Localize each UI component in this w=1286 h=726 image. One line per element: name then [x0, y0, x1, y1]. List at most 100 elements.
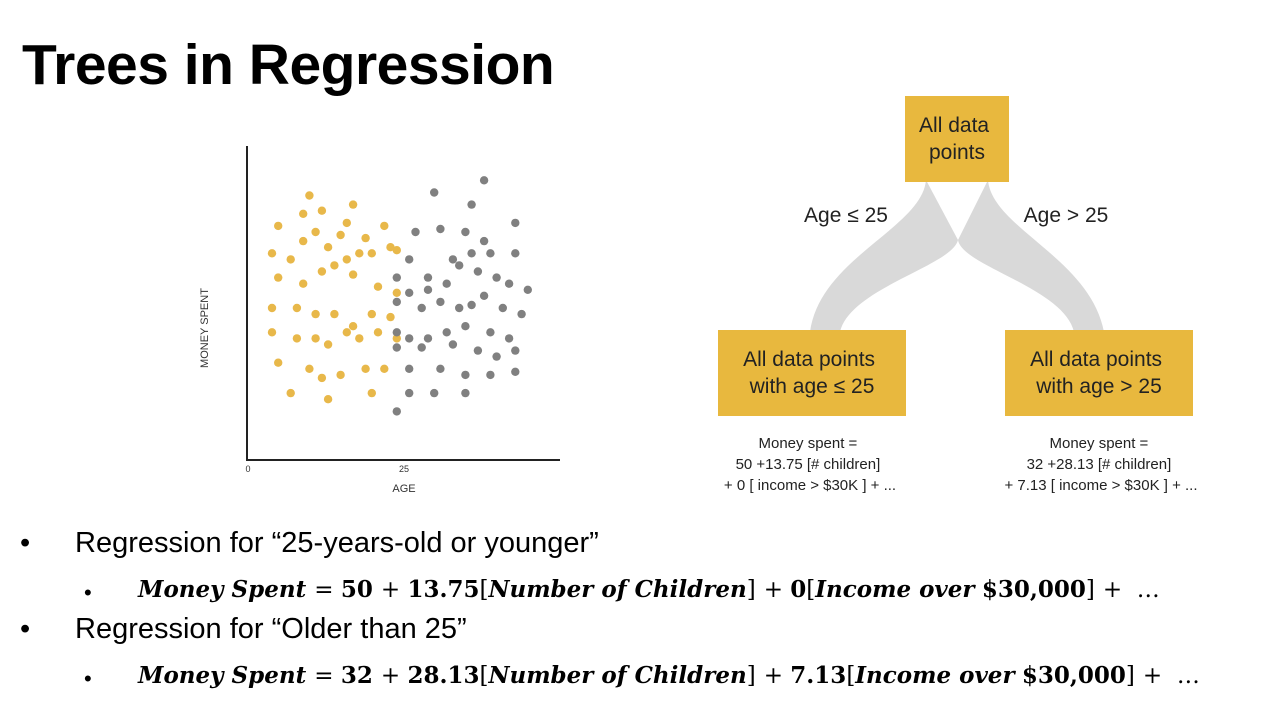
point-older: [430, 388, 439, 398]
svg-text:All data points: All data points: [919, 114, 995, 164]
left-leaf-box: [718, 330, 906, 416]
point-young: [286, 255, 295, 264]
right-formula-line-1: Money spent =: [1050, 435, 1149, 452]
point-older: [392, 407, 401, 416]
point-young: [386, 312, 395, 322]
point-older: [436, 364, 445, 373]
point-older: [461, 227, 470, 237]
eq-amount: $30,000: [1021, 662, 1126, 689]
point-older: [392, 343, 401, 352]
point-older: [486, 370, 495, 380]
point-young: [323, 243, 333, 252]
point-older: [498, 303, 507, 313]
point-older: [517, 309, 526, 319]
point-older: [461, 322, 470, 331]
point-young: [330, 309, 339, 319]
point-young: [317, 373, 327, 383]
point-older: [492, 273, 501, 282]
eq-intercept: 32: [340, 662, 373, 689]
eq-amount: $30,000: [981, 576, 1086, 603]
point-older: [423, 285, 433, 294]
point-older: [430, 188, 439, 197]
right-formula-line-2: 32 +28.13 [# children]: [1027, 456, 1172, 473]
point-older: [455, 303, 464, 313]
point-older: [479, 176, 489, 185]
point-young: [367, 249, 376, 258]
point-young: [311, 227, 320, 237]
point-older: [467, 200, 476, 209]
eq-tail: …: [1176, 663, 1200, 689]
root-node: All data points: [905, 96, 1009, 182]
left-formula-line-3: + 0 [ income > $30K ] + ...: [724, 477, 896, 494]
right-leaf-node: All data points with age > 25: [1005, 330, 1193, 416]
left-leaf-node: All data points with age ≤ 25: [718, 330, 906, 416]
point-older: [473, 267, 483, 276]
eq-var-income: Income over: [855, 662, 1015, 689]
bullet-marker: •: [20, 527, 31, 559]
tree-branches: [810, 180, 1104, 332]
slide-title: Trees in Regression: [22, 33, 555, 97]
point-older: [442, 328, 451, 337]
point-older: [392, 297, 401, 307]
point-young: [355, 249, 364, 258]
point-young: [392, 334, 401, 343]
point-young: [342, 218, 351, 228]
point-older: [479, 291, 489, 300]
point-young: [274, 221, 283, 231]
point-older: [405, 334, 414, 343]
point-older: [448, 255, 458, 264]
x-tick-0: 0: [245, 464, 250, 474]
point-older: [405, 288, 414, 297]
point-older: [467, 249, 476, 258]
point-young: [267, 303, 277, 313]
edge-label-left: Age ≤ 25: [804, 204, 888, 227]
point-young: [311, 309, 320, 319]
point-older: [467, 300, 476, 310]
point-young: [330, 261, 339, 270]
scatter-axes: [246, 146, 560, 461]
eq-var-children: Number of Children: [488, 662, 747, 689]
point-young: [373, 282, 383, 291]
point-young: [373, 328, 383, 337]
right-leaf-box: [1005, 330, 1193, 416]
left-leaf-line-2: with age ≤ 25: [749, 375, 875, 398]
x-tick-25: 25: [399, 464, 409, 474]
bullet-young-text: Regression for “25-years-old or younger”: [75, 527, 599, 559]
point-young: [311, 334, 320, 343]
right-formula: Money spent = 32 +28.13 [# children] + 7…: [1004, 435, 1197, 494]
point-young: [348, 270, 358, 279]
point-older: [392, 273, 401, 282]
point-young: [355, 334, 364, 343]
point-older: [423, 334, 433, 343]
point-young: [286, 388, 295, 398]
point-older: [492, 352, 501, 361]
point-young: [299, 236, 308, 246]
eq-var-income: Income over: [815, 576, 975, 603]
decision-tree: All data points Age ≤ 25 Age > 25 All da…: [718, 96, 1198, 494]
point-young: [317, 206, 327, 215]
point-older: [461, 388, 470, 398]
point-young: [367, 309, 376, 319]
eq-coef-children: 28.13: [407, 662, 480, 689]
point-older: [405, 255, 414, 264]
equation-old-text: Money Spent = 32 + 28.13[Number of Child…: [138, 662, 1200, 689]
point-older: [523, 285, 532, 294]
point-young: [367, 388, 376, 398]
left-leaf-line-1: All data points: [743, 348, 875, 371]
right-leaf-line-1: All data points: [1030, 348, 1162, 371]
point-older: [511, 367, 520, 376]
point-young: [361, 364, 370, 373]
point-older: [423, 273, 433, 282]
point-young: [299, 279, 308, 288]
point-young: [342, 328, 351, 337]
point-young: [292, 303, 302, 313]
point-older: [405, 364, 414, 373]
point-older: [486, 328, 495, 337]
point-young: [392, 246, 401, 255]
eq-lhs: Money Spent: [138, 662, 307, 689]
point-young: [267, 249, 277, 258]
svg-text:All data points with age: All data points with age ≤ 25: [743, 348, 881, 398]
point-older: [461, 370, 470, 380]
point-older: [511, 346, 520, 355]
x-axis-label: AGE: [392, 483, 415, 495]
